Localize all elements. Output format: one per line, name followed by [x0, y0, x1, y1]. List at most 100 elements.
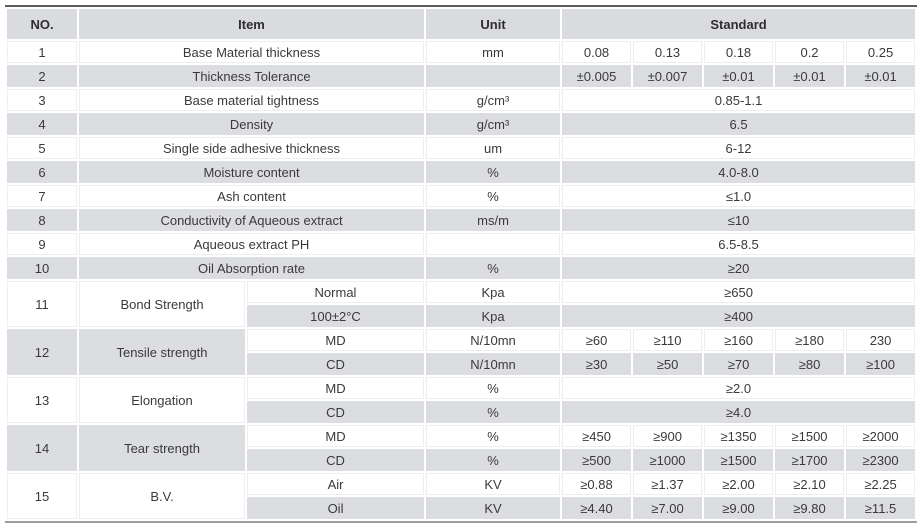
table-row: 3 Base material tightness g/cm³ 0.85-1.1 [7, 89, 916, 111]
table-row: 14 Tear strength MD % ≥450 ≥900 ≥1350 ≥1… [7, 425, 916, 471]
no-cell: 13 [7, 377, 77, 423]
unit-cell: % [426, 257, 561, 279]
sub-item-cell: MD [247, 377, 425, 399]
sub-item-cell: 100±2°C [247, 305, 425, 327]
value-cell: 230 [846, 329, 916, 351]
unit-cell: % [426, 161, 561, 183]
value-cell: ≥11.5 [846, 497, 916, 519]
unit-cell: N/10mn [426, 353, 561, 375]
unit-cell: Kpa [426, 305, 561, 327]
unit-cell: mm [426, 41, 561, 63]
no-cell: 5 [7, 137, 77, 159]
no-cell: 10 [7, 257, 77, 279]
no-cell: 15 [7, 473, 77, 519]
value-cell: ≥1.37 [633, 473, 703, 495]
value-cell: ≥1500 [775, 425, 845, 447]
spec-table-container: NO. Item Unit Standard 1 Base Material t… [5, 5, 917, 523]
header-row: NO. Item Unit Standard [7, 9, 916, 39]
value-cell: 0.25 [846, 41, 916, 63]
value-cell: ≥9.00 [704, 497, 774, 519]
value-cell: ±0.01 [775, 65, 845, 87]
sub-item-cell: Oil [247, 497, 425, 519]
unit-cell: Kpa [426, 281, 561, 303]
spec-table: NO. Item Unit Standard 1 Base Material t… [5, 7, 917, 521]
item-cell: Moisture content [79, 161, 425, 183]
item-cell: Base Material thickness [79, 41, 425, 63]
unit-cell: N/10mn [426, 329, 561, 351]
merged-value-cell: ≥2.0 [562, 377, 916, 399]
item-cell: Tear strength [79, 425, 245, 471]
value-cell: ≥2000 [846, 425, 916, 447]
value-cell: ≥9.80 [775, 497, 845, 519]
value-cell: ≥1000 [633, 449, 703, 471]
value-cell: ≥900 [633, 425, 703, 447]
merged-value-cell: 6-12 [562, 137, 916, 159]
item-cell: Tensile strength [79, 329, 245, 375]
sub-item-cell: CD [247, 449, 425, 471]
value-cell: ±0.007 [633, 65, 703, 87]
item-cell: Single side adhesive thickness [79, 137, 425, 159]
value-cell: ≥0.88 [562, 473, 632, 495]
header-unit: Unit [426, 9, 561, 39]
unit-cell: ms/m [426, 209, 561, 231]
table-row: 13 Elongation MD % ≥2.0 [7, 377, 916, 423]
no-cell: 4 [7, 113, 77, 135]
value-cell: ±0.005 [562, 65, 632, 87]
table-row: 10 Oil Absorption rate % ≥20 [7, 257, 916, 279]
value-cell: 0.2 [775, 41, 845, 63]
table-row: 2 Thickness Tolerance ±0.005 ±0.007 ±0.0… [7, 65, 916, 87]
unit-cell: % [426, 449, 561, 471]
value-cell: ≥160 [704, 329, 774, 351]
unit-cell: % [426, 377, 561, 399]
table-row: 9 Aqueous extract PH 6.5-8.5 [7, 233, 916, 255]
header-item: Item [79, 9, 425, 39]
value-cell: ≥1500 [704, 449, 774, 471]
value-cell: ≥100 [846, 353, 916, 375]
value-cell: ±0.01 [846, 65, 916, 87]
value-cell: ±0.01 [704, 65, 774, 87]
no-cell: 12 [7, 329, 77, 375]
merged-value-cell: ≥20 [562, 257, 916, 279]
unit-cell: um [426, 137, 561, 159]
table-row: 4 Density g/cm³ 6.5 [7, 113, 916, 135]
item-cell: Ash content [79, 185, 425, 207]
item-cell: Oil Absorption rate [79, 257, 425, 279]
sub-item-cell: Air [247, 473, 425, 495]
unit-cell: % [426, 425, 561, 447]
table-row: 7 Ash content % ≤1.0 [7, 185, 916, 207]
merged-value-cell: ≤1.0 [562, 185, 916, 207]
value-cell: ≥60 [562, 329, 632, 351]
value-cell: ≥7.00 [633, 497, 703, 519]
sub-item-cell: MD [247, 425, 425, 447]
table-row: 8 Conductivity of Aqueous extract ms/m ≤… [7, 209, 916, 231]
item-cell: Conductivity of Aqueous extract [79, 209, 425, 231]
no-cell: 14 [7, 425, 77, 471]
sub-item-cell: CD [247, 401, 425, 423]
no-cell: 9 [7, 233, 77, 255]
merged-value-cell: ≤10 [562, 209, 916, 231]
unit-cell [426, 65, 561, 87]
merged-value-cell: ≥4.0 [562, 401, 916, 423]
no-cell: 7 [7, 185, 77, 207]
value-cell: 0.08 [562, 41, 632, 63]
unit-cell: KV [426, 497, 561, 519]
value-cell: ≥4.40 [562, 497, 632, 519]
table-row: 15 B.V. Air KV ≥0.88 ≥1.37 ≥2.00 ≥2.10 ≥… [7, 473, 916, 519]
table-row: Oil KV ≥4.40 ≥7.00 ≥9.00 ≥9.80 ≥11.5 [7, 497, 916, 519]
no-cell: 1 [7, 41, 77, 63]
unit-cell [426, 233, 561, 255]
item-cell: Aqueous extract PH [79, 233, 425, 255]
table-row: 1 Base Material thickness mm 0.08 0.13 0… [7, 41, 916, 63]
value-cell: ≥50 [633, 353, 703, 375]
value-cell: ≥500 [562, 449, 632, 471]
merged-value-cell: ≥650 [562, 281, 916, 303]
item-cell: Base material tightness [79, 89, 425, 111]
value-cell: ≥180 [775, 329, 845, 351]
item-cell: Thickness Tolerance [79, 65, 425, 87]
item-cell: B.V. [79, 473, 245, 519]
value-cell: ≥1350 [704, 425, 774, 447]
value-cell: ≥2.00 [704, 473, 774, 495]
no-cell: 3 [7, 89, 77, 111]
item-cell: Density [79, 113, 425, 135]
merged-value-cell: 6.5-8.5 [562, 233, 916, 255]
